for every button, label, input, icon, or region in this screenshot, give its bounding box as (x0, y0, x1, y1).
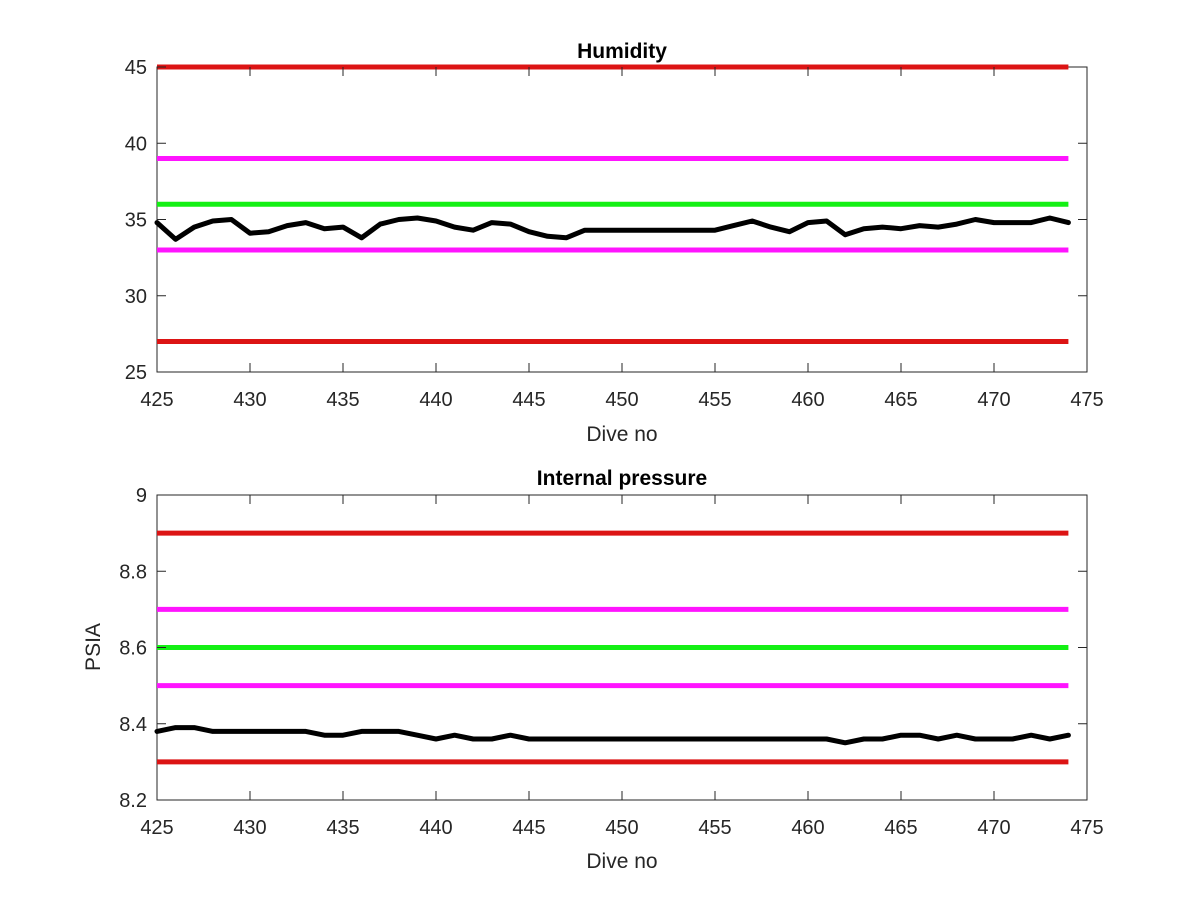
pressure-x-tick-label: 460 (791, 817, 824, 839)
pressure-y-axis-label: PSIA (82, 623, 105, 671)
pressure-x-tick-label: 445 (512, 817, 545, 839)
humidity-x-tick-label: 455 (698, 389, 731, 411)
pressure-y-tick-label: 8.4 (119, 714, 147, 736)
pressure-limit-lines (157, 530, 1069, 765)
humidity-series-line (154, 215, 1071, 242)
pressure-x-tick-label: 475 (1070, 817, 1103, 839)
humidity-x-tick-label: 460 (791, 389, 824, 411)
humidity-limit-lines (157, 64, 1069, 344)
pressure-x-tick-label: 450 (605, 817, 638, 839)
humidity-x-tick-label: 445 (512, 389, 545, 411)
humidity-y-tick-label: 30 (125, 286, 147, 308)
humidity-y-ticks: 25 30 35 40 45 (125, 57, 1087, 384)
pressure-x-tick-label: 425 (140, 817, 173, 839)
pressure-x-tick-label: 440 (419, 817, 452, 839)
humidity-y-tick-label: 40 (125, 133, 147, 155)
pressure-x-tick-label: 465 (884, 817, 917, 839)
pressure-title: Internal pressure (537, 467, 707, 490)
pressure-y-tick-label: 8.2 (119, 790, 147, 812)
humidity-x-axis-label: Dive no (586, 423, 657, 446)
humidity-title: Humidity (577, 40, 667, 63)
pressure-x-tick-label: 430 (233, 817, 266, 839)
internal-pressure-plot: 425 430 435 440 445 450 455 460 465 470 475 8.2 8.4… (82, 467, 1104, 873)
humidity-axes-box (156, 66, 1088, 373)
pressure-data-line (154, 725, 1071, 746)
pressure-y-tick-label: 8.6 (119, 638, 147, 660)
humidity-plot: 425 430 435 440 445 450 455 460 465 470 475 25 30 35… (125, 40, 1104, 446)
pressure-x-tick-label: 435 (326, 817, 359, 839)
pressure-x-tick-label: 470 (977, 817, 1010, 839)
humidity-x-tick-label: 440 (419, 389, 452, 411)
humidity-y-tick-label: 35 (125, 210, 147, 232)
humidity-x-tick-label: 470 (977, 389, 1010, 411)
humidity-x-tick-label: 435 (326, 389, 359, 411)
pressure-y-tick-label: 8.8 (119, 561, 147, 583)
humidity-x-tick-label: 425 (140, 389, 173, 411)
humidity-x-tick-label: 465 (884, 389, 917, 411)
pressure-series-line (154, 725, 1071, 746)
pressure-x-ticks: 425 430 435 440 445 450 455 460 465 470 475 (140, 495, 1104, 839)
humidity-x-tick-label: 450 (605, 389, 638, 411)
humidity-y-tick-label: 45 (125, 57, 147, 79)
pressure-y-ticks: 8.2 8.4 8.6 8.8 9 (119, 485, 1087, 812)
humidity-x-tick-label: 430 (233, 389, 266, 411)
pressure-x-tick-label: 455 (698, 817, 731, 839)
humidity-x-ticks: 425 430 435 440 445 450 455 460 465 470 475 (140, 67, 1104, 411)
humidity-data-line (154, 215, 1071, 242)
humidity-x-tick-label: 475 (1070, 389, 1103, 411)
humidity-y-tick-label: 25 (125, 362, 147, 384)
pressure-y-tick-label: 9 (136, 485, 147, 507)
pressure-x-axis-label: Dive no (586, 850, 657, 873)
